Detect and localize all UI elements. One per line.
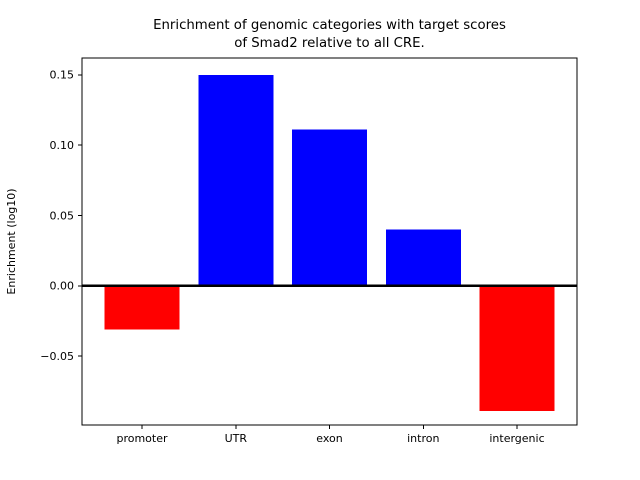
bar-UTR (198, 74, 274, 286)
y-tick-label: 0.00 (50, 280, 75, 293)
axes-border (81, 57, 578, 426)
y-tick-label: 0.10 (50, 139, 75, 152)
y-axis-label: Enrichment (log10) (5, 188, 18, 294)
x-tick-label-intergenic: intergenic (489, 432, 544, 445)
x-tick-label-intron: intron (407, 432, 439, 445)
bar-intron (385, 229, 461, 286)
bar-exon (292, 129, 367, 286)
y-tick-label: 0.05 (50, 209, 75, 222)
chart-title-line1: Enrichment of genomic categories with ta… (153, 18, 506, 33)
x-tick-label-exon: exon (316, 432, 342, 445)
plot-area: −0.05 0.00 0.05 0.10 0.15 promoter UTR exon intr… (40, 57, 578, 445)
y-tick-label: −0.05 (40, 350, 74, 363)
x-tick-label-UTR: UTR (225, 432, 248, 445)
x-tick-label-promoter: promoter (116, 432, 168, 445)
bar-promoter (104, 285, 180, 330)
chart-title-line2: of Smad2 relative to all CRE. (234, 36, 425, 51)
bar-intergenic (479, 285, 555, 411)
y-tick-label: 0.15 (50, 69, 75, 82)
